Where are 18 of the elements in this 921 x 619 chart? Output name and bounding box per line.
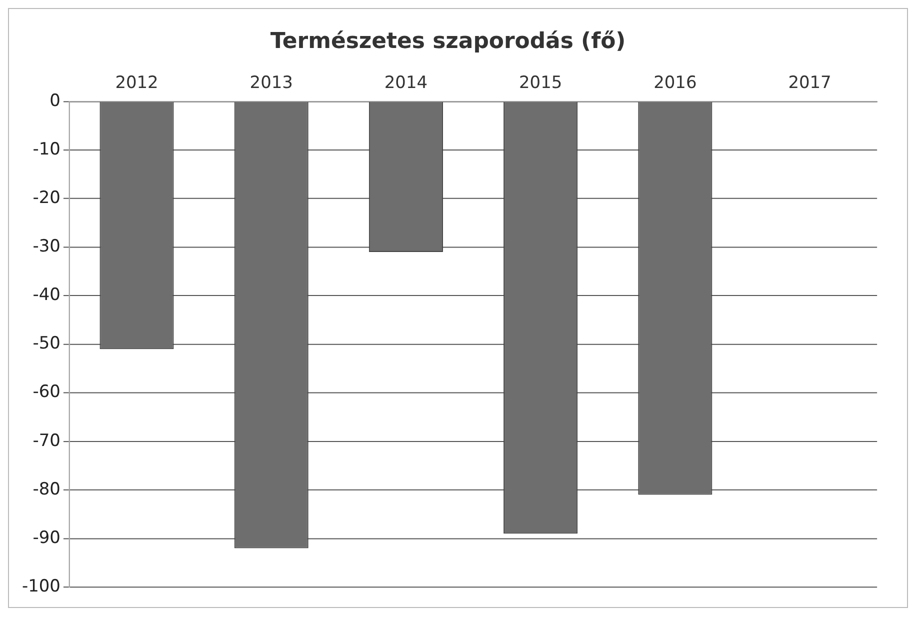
y-tick-label: -60 xyxy=(32,381,60,402)
y-tick-label: -10 xyxy=(32,138,60,158)
x-tick-label: 2015 xyxy=(518,72,562,92)
x-tick-label: 2013 xyxy=(250,72,293,92)
x-tick-label: 2012 xyxy=(115,72,158,92)
y-tick-label: -50 xyxy=(32,332,60,353)
y-tick-label: -90 xyxy=(32,526,60,547)
x-tick-label: 2016 xyxy=(654,72,697,92)
y-tick-label: -80 xyxy=(32,478,60,498)
y-tick-label: -100 xyxy=(22,575,60,596)
y-tick-label: 0 xyxy=(50,90,60,110)
x-tick-label: 2014 xyxy=(384,72,428,92)
y-tick-label: -70 xyxy=(32,430,60,450)
chart-title: Természetes szaporodás (fő) xyxy=(270,28,626,54)
x-tick-label: 2017 xyxy=(788,72,832,92)
y-tick-label: -30 xyxy=(32,236,60,256)
y-tick-label: -40 xyxy=(32,284,60,304)
y-tick-label: -20 xyxy=(32,187,60,208)
